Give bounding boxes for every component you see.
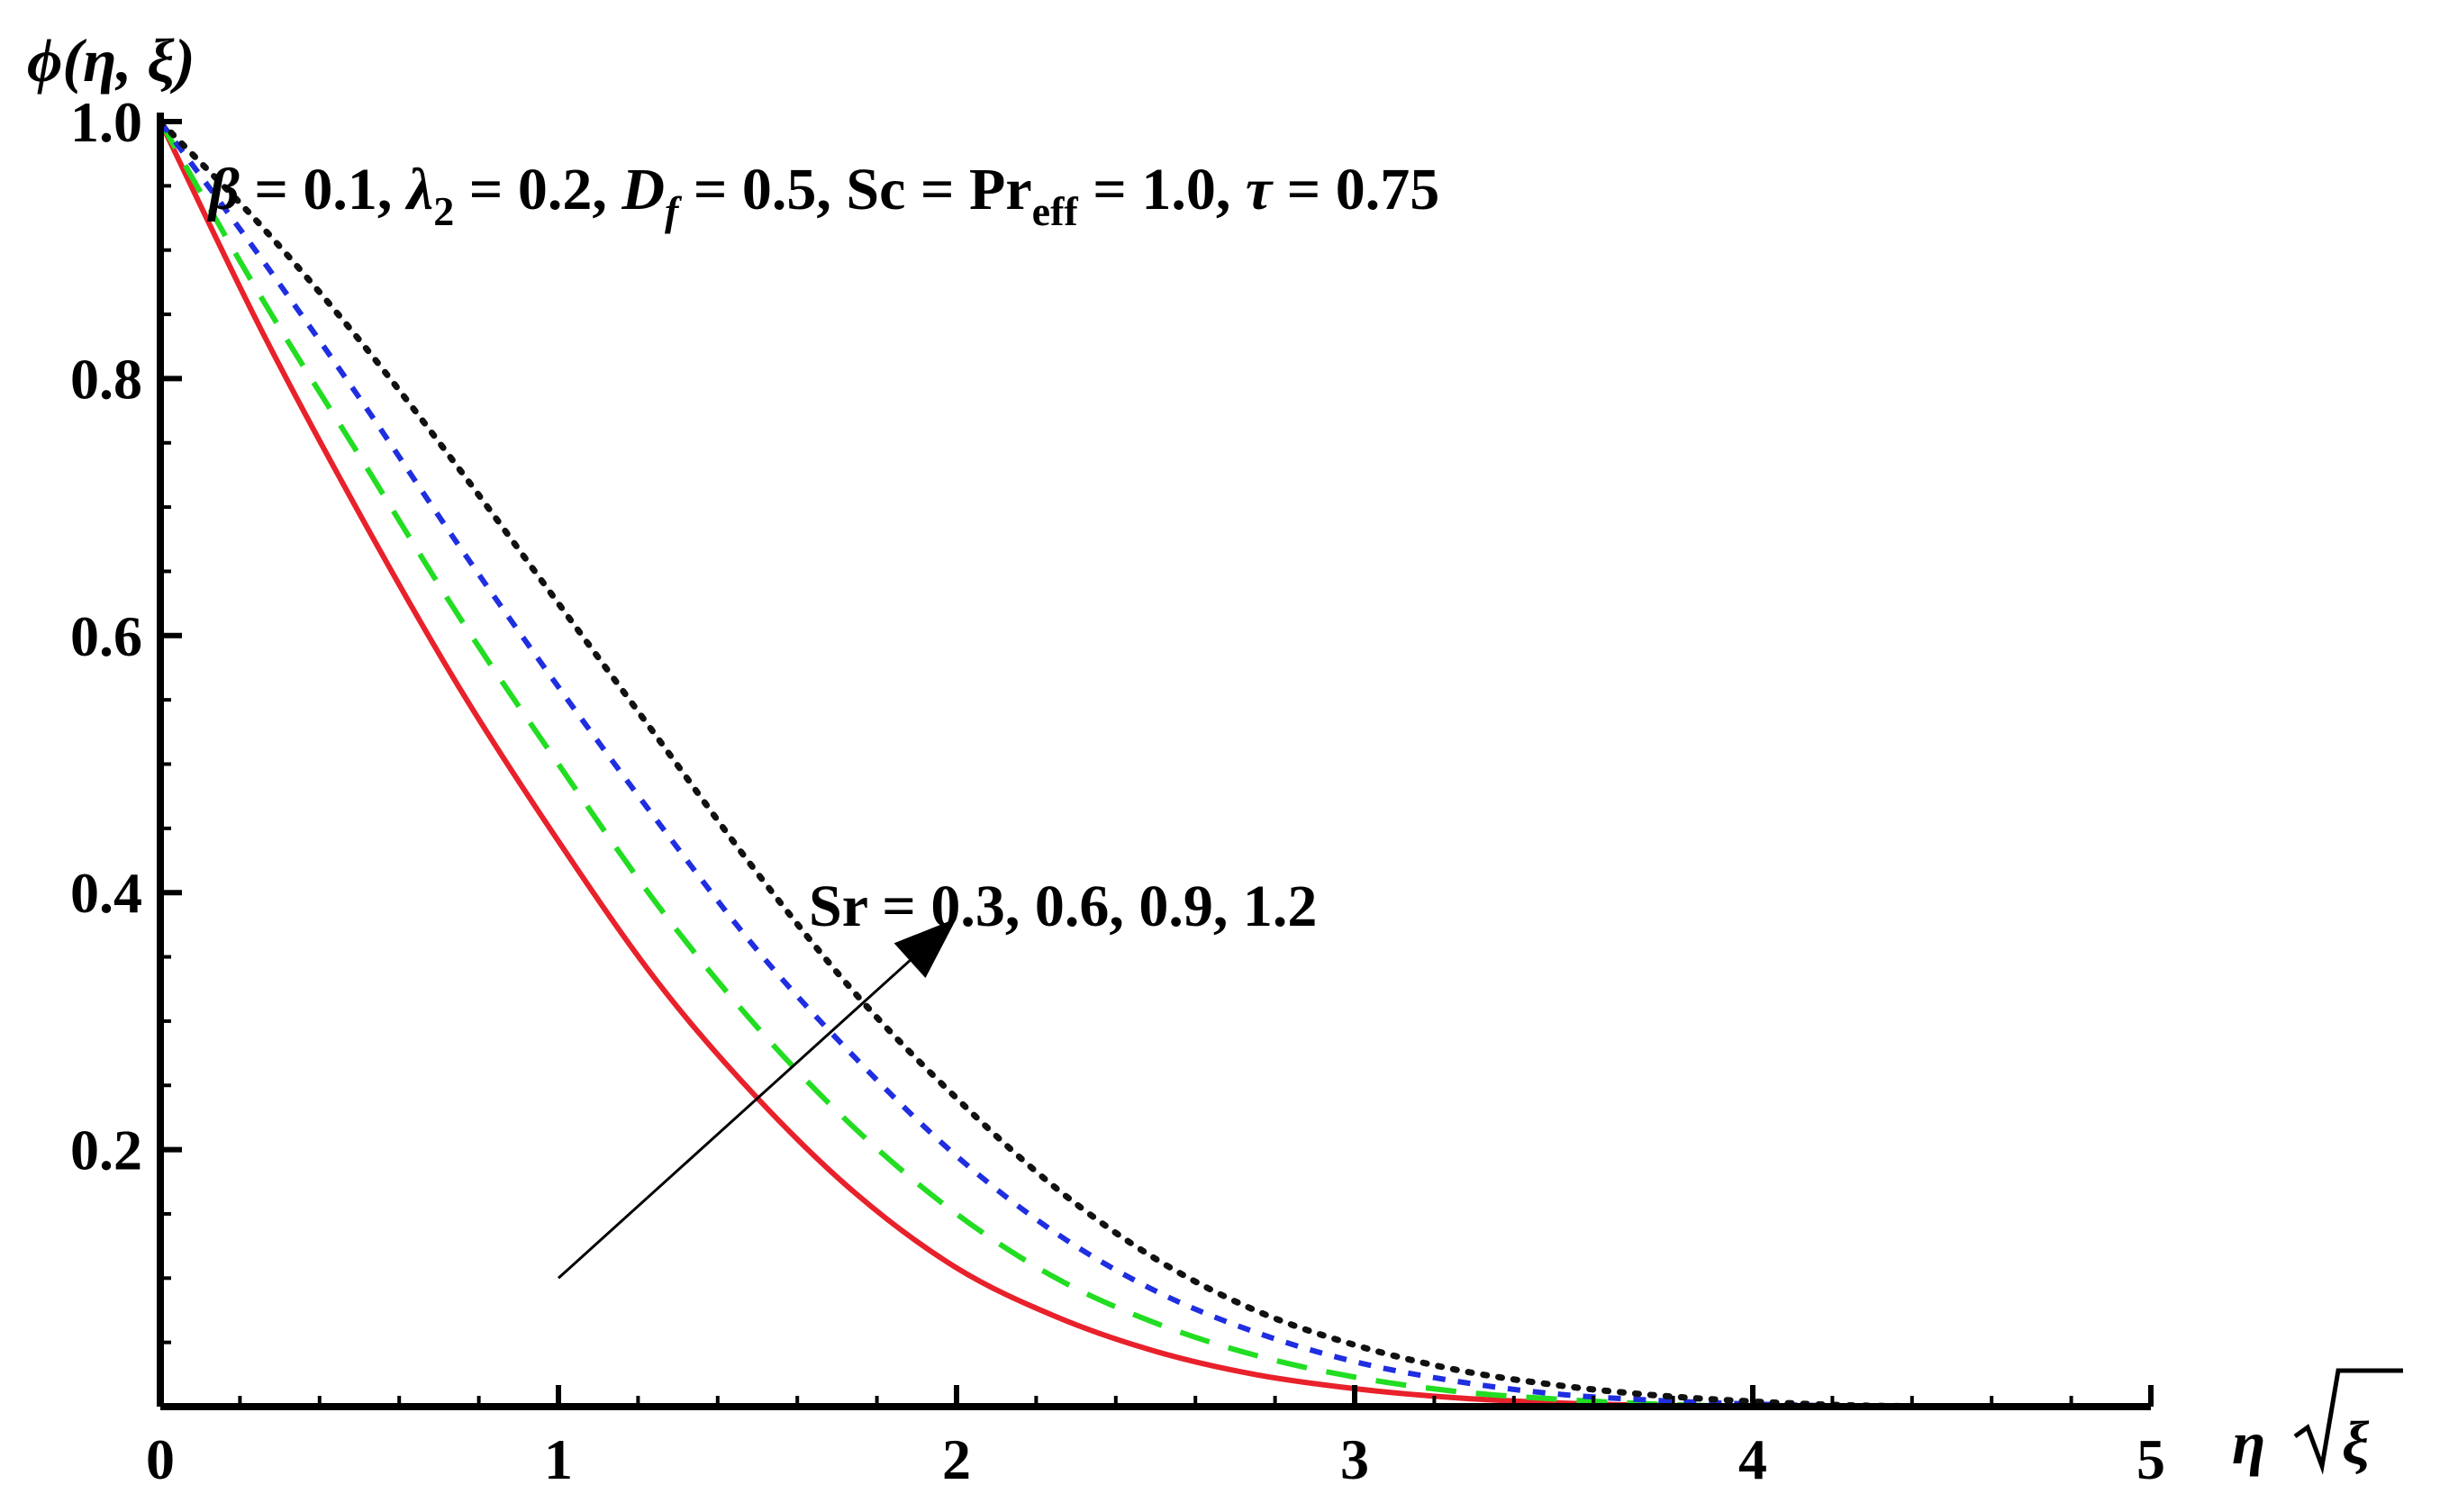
x-axis-label-radicand: ξ: [2342, 1408, 2370, 1477]
parameters-annotation: β = 0.1, λ2 = 0.2, Df = 0.5, Sc = Preff …: [206, 157, 1439, 234]
radical-sign: [2293, 1368, 2403, 1475]
x-tick-label: 3: [1340, 1427, 1369, 1491]
parameter-part: = 1.0,: [1078, 157, 1246, 222]
parameter-part: λ: [404, 157, 433, 222]
series-layer: [157, 118, 1955, 1410]
parameter-part: = 0.2,: [454, 157, 621, 222]
parameter-part: = 0.75: [1272, 157, 1439, 222]
y-tick-label: 0.6: [70, 604, 142, 668]
parameter-part: 2: [433, 188, 454, 234]
x-tick-label: 1: [544, 1427, 573, 1491]
y-tick-label: 1.0: [70, 90, 142, 154]
parameter-part: = 0.1,: [240, 157, 407, 222]
parameter-part: β: [206, 157, 240, 222]
parameter-part: eff: [1032, 188, 1079, 234]
parameter-part: f: [665, 188, 683, 234]
sr-arrow-head: [893, 918, 957, 978]
parameter-part: τ: [1246, 157, 1274, 222]
x-tick-label: 4: [1738, 1427, 1767, 1491]
series-line-2: [158, 120, 1754, 1409]
series-line-3: [158, 120, 1953, 1409]
series-line-1: [158, 120, 1754, 1409]
x-tick-label: 0: [146, 1427, 175, 1491]
y-axis-label: ϕ(η, ξ): [27, 26, 195, 95]
parameter-part: D: [621, 157, 665, 222]
y-tick-label: 0.4: [70, 861, 142, 925]
sr-annotation: Sr = 0.3, 0.6, 0.9, 1.2: [809, 874, 1317, 939]
axes-layer: 0 1 2 3 4 5 0.2 0.4 0.6 0.8 1.0ϕ(η, ξ) η ξ: [27, 26, 2403, 1491]
x-tick-label: 2: [942, 1427, 971, 1491]
series-line-4: [157, 118, 1955, 1410]
annotation-layer: β = 0.1, λ2 = 0.2, Df = 0.5, Sc = Preff …: [206, 157, 1439, 1280]
x-tick-label: 5: [2136, 1427, 2165, 1491]
y-tick-label: 0.2: [70, 1118, 142, 1182]
sr-arrow-shaft: [557, 959, 912, 1280]
parameter-part: = 0.5, Sc = Pr: [678, 157, 1031, 222]
x-axis-label: η: [2232, 1408, 2265, 1477]
y-tick-label: 0.8: [70, 347, 142, 411]
